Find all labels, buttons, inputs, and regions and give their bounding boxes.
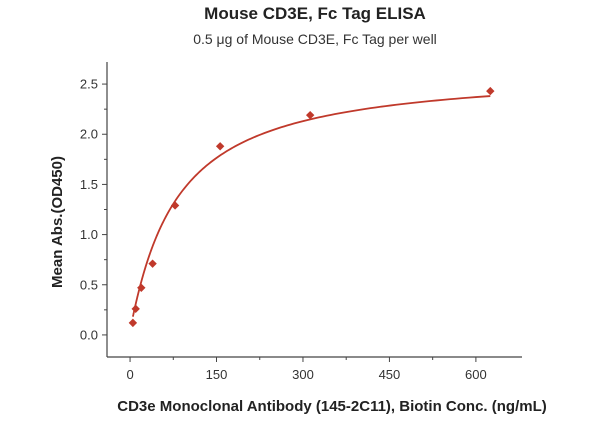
x-axis-label: CD3e Monoclonal Antibody (145-2C11), Bio…: [117, 398, 546, 415]
chart-title: Mouse CD3E, Fc Tag ELISA: [204, 4, 426, 23]
x-tick-label: 600: [465, 367, 487, 382]
data-point: [131, 304, 140, 314]
fit-curve: [132, 95, 491, 317]
y-tick-label: 1.5: [80, 177, 98, 192]
x-tick-label: 300: [292, 367, 314, 382]
data-points: [128, 86, 495, 328]
y-tick-label: 2.0: [80, 127, 98, 142]
y-axis-ticks: 0.0 0.5 1.0 1.5 2.0 2.5: [80, 77, 107, 342]
data-point: [170, 201, 180, 210]
y-tick-label: 0.5: [80, 277, 98, 292]
x-axis-ticks: 0 150 300 450 600: [126, 357, 487, 382]
y-axis-label: Mean Abs.(OD450): [49, 156, 66, 288]
x-tick-label: 150: [206, 367, 228, 382]
data-point: [137, 283, 146, 292]
data-point: [215, 142, 225, 151]
y-tick-label: 2.5: [80, 77, 98, 92]
data-point: [128, 318, 138, 328]
data-point: [148, 259, 157, 268]
y-tick-label: 0.0: [80, 327, 98, 342]
data-point: [305, 110, 315, 120]
x-tick-label: 450: [379, 367, 401, 382]
data-point: [486, 86, 495, 96]
chart-subtitle: 0.5 μg of Mouse CD3E, Fc Tag per well: [193, 31, 437, 47]
x-tick-label: 0: [126, 367, 133, 382]
y-tick-label: 1.0: [80, 227, 98, 242]
